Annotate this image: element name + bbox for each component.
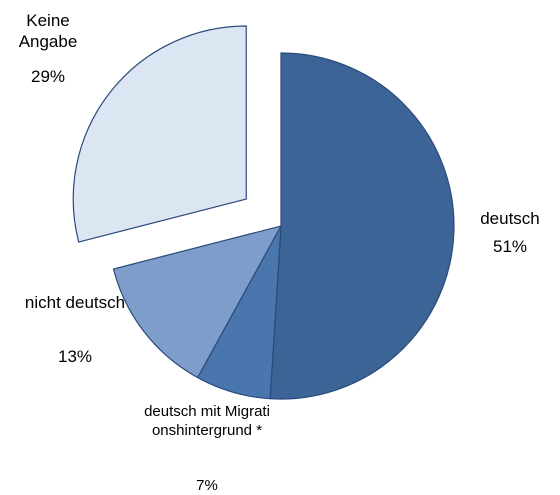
slice-label: Keine Angabe [18, 11, 78, 51]
pie-slice [269, 52, 455, 400]
slice-label: nicht deutsch [24, 293, 126, 312]
slice-value-label: 51% [492, 237, 528, 256]
slice-value-label: 13% [57, 347, 93, 366]
slice-value-label: 29% [30, 67, 66, 86]
pie-slice [112, 225, 283, 379]
slice-value-label: 7% [196, 477, 218, 494]
pie-slice [72, 25, 247, 243]
slice-label: deutsch [480, 209, 540, 228]
slice-label: deutsch mit Migrationshintergrund * [144, 403, 270, 439]
